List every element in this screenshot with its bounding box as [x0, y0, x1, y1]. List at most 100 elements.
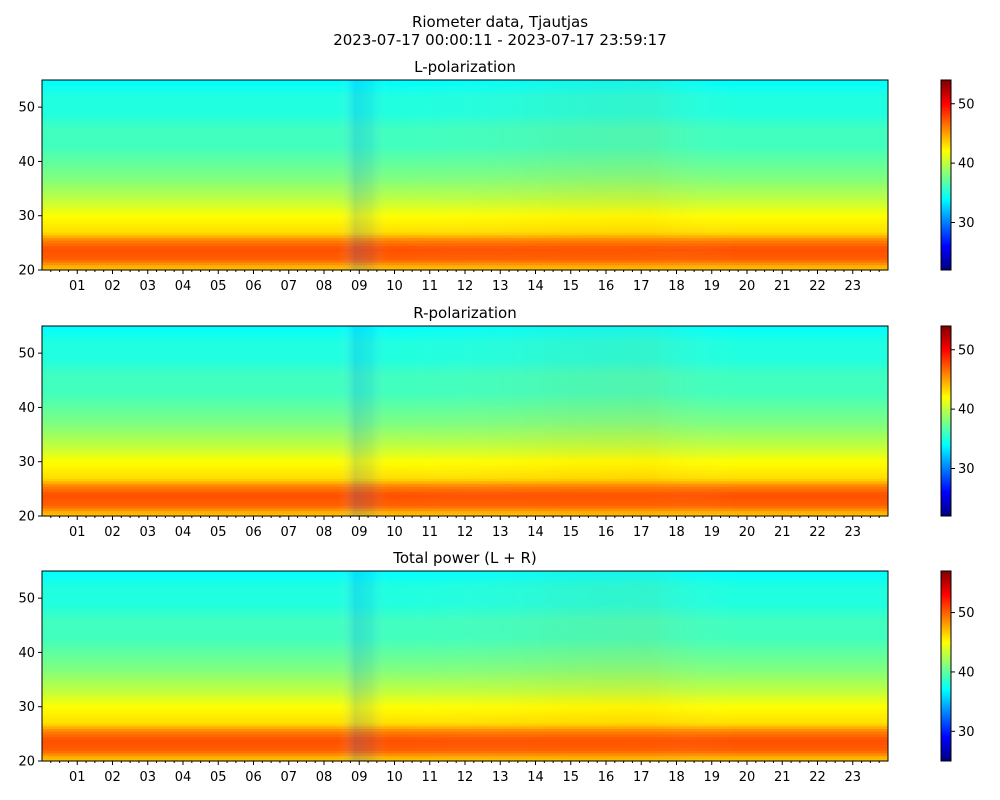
x-tick-label: 14 [527, 770, 544, 785]
x-tick-label: 09 [351, 770, 368, 785]
x-tick-label: 06 [245, 525, 262, 540]
colorbar-tick-label: 40 [958, 403, 975, 418]
x-tick-label: 07 [280, 279, 297, 294]
y-tick-label: 30 [18, 209, 35, 224]
x-tick-label: 15 [562, 279, 579, 294]
x-tick-label: 16 [598, 525, 615, 540]
y-tick-label: 40 [18, 401, 35, 416]
x-tick-label: 08 [316, 279, 333, 294]
hour-modulation [42, 80, 888, 270]
colorbar-tick-label: 50 [958, 343, 975, 358]
x-tick-label: 01 [69, 525, 86, 540]
x-tick-label: 13 [492, 525, 509, 540]
x-tick-label: 01 [69, 770, 86, 785]
hour-modulation [42, 571, 888, 761]
x-tick-label: 13 [492, 279, 509, 294]
y-tick-label: 50 [18, 347, 35, 362]
x-tick-label: 06 [245, 770, 262, 785]
heatmap [42, 326, 888, 517]
y-tick-label: 20 [18, 510, 35, 525]
x-tick-label: 12 [457, 279, 474, 294]
x-tick-label: 18 [668, 770, 685, 785]
x-tick-label: 02 [104, 770, 121, 785]
x-tick-label: 19 [703, 279, 720, 294]
figure-subtitle: 2023-07-17 00:00:11 - 2023-07-17 23:59:1… [333, 31, 667, 49]
x-tick-label: 12 [457, 525, 474, 540]
x-tick-label: 17 [633, 525, 650, 540]
x-tick-label: 21 [774, 770, 791, 785]
x-tick-label: 08 [316, 525, 333, 540]
x-tick-label: 01 [69, 279, 86, 294]
x-tick-label: 02 [104, 279, 121, 294]
panel-title: R-polarization [413, 304, 516, 322]
x-tick-label: 18 [668, 525, 685, 540]
x-tick-label: 07 [280, 770, 297, 785]
colorbar [940, 570, 952, 762]
x-tick-label: 22 [809, 770, 826, 785]
x-tick-label: 21 [774, 279, 791, 294]
x-tick-label: 03 [139, 525, 156, 540]
x-tick-label: 14 [527, 279, 544, 294]
x-tick-label: 15 [562, 525, 579, 540]
x-tick-label: 12 [457, 770, 474, 785]
x-tick-label: 20 [739, 279, 756, 294]
y-tick-label: 30 [18, 700, 35, 715]
x-tick-label: 09 [351, 525, 368, 540]
x-tick-label: 17 [633, 279, 650, 294]
panel-2: R-polarization 20 30 40 50 01 02 03 04 05 06 07 08 09… [18, 304, 974, 540]
x-tick-label: 05 [210, 770, 227, 785]
x-tick-label: 22 [809, 525, 826, 540]
x-tick-label: 14 [527, 525, 544, 540]
y-tick-label: 40 [18, 155, 35, 170]
x-tick-label: 19 [703, 525, 720, 540]
colorbar-tick-label: 30 [958, 725, 975, 740]
x-tick-label: 23 [844, 279, 861, 294]
x-tick-label: 05 [210, 279, 227, 294]
x-tick-label: 10 [386, 279, 403, 294]
x-tick-label: 02 [104, 525, 121, 540]
heatmap [42, 571, 888, 762]
colorbar-tick-label: 40 [958, 157, 975, 172]
x-tick-label: 03 [139, 770, 156, 785]
x-tick-label: 11 [421, 279, 438, 294]
x-tick-label: 18 [668, 279, 685, 294]
y-tick-label: 20 [18, 755, 35, 770]
y-tick-label: 30 [18, 455, 35, 470]
colorbar-tick-label: 50 [958, 97, 975, 112]
heatmap [42, 80, 888, 271]
x-tick-label: 19 [703, 770, 720, 785]
x-tick-label: 23 [844, 525, 861, 540]
colorbar [940, 79, 952, 271]
x-tick-label: 04 [175, 770, 192, 785]
x-tick-label: 04 [175, 279, 192, 294]
x-tick-label: 22 [809, 279, 826, 294]
colorbar [940, 325, 952, 517]
figure-title: Riometer data, Tjautjas [411, 13, 589, 31]
x-tick-label: 10 [386, 525, 403, 540]
y-tick-label: 50 [18, 592, 35, 607]
y-tick-label: 20 [18, 264, 35, 279]
x-tick-label: 13 [492, 770, 509, 785]
panel-3: Total power (L + R) 20 30 40 50 01 02 03 04 05 06 0… [18, 549, 974, 785]
x-tick-label: 20 [739, 770, 756, 785]
x-tick-label: 07 [280, 525, 297, 540]
x-tick-label: 16 [598, 770, 615, 785]
x-tick-label: 05 [210, 525, 227, 540]
x-tick-label: 17 [633, 770, 650, 785]
x-tick-label: 21 [774, 525, 791, 540]
colorbar-tick-label: 50 [958, 606, 975, 621]
x-tick-label: 23 [844, 770, 861, 785]
x-tick-label: 11 [421, 525, 438, 540]
panel-title: Total power (L + R) [392, 549, 537, 567]
colorbar-tick-label: 30 [958, 216, 975, 231]
x-tick-label: 08 [316, 770, 333, 785]
x-tick-label: 04 [175, 525, 192, 540]
y-tick-label: 40 [18, 646, 35, 661]
panel-1: L-polarization 20 30 40 50 01 02 03 04 05 06 07 08 09… [18, 58, 974, 294]
x-tick-label: 06 [245, 279, 262, 294]
x-tick-label: 11 [421, 770, 438, 785]
hour-modulation [42, 326, 888, 516]
colorbar-tick-label: 30 [958, 462, 975, 477]
x-tick-label: 16 [598, 279, 615, 294]
